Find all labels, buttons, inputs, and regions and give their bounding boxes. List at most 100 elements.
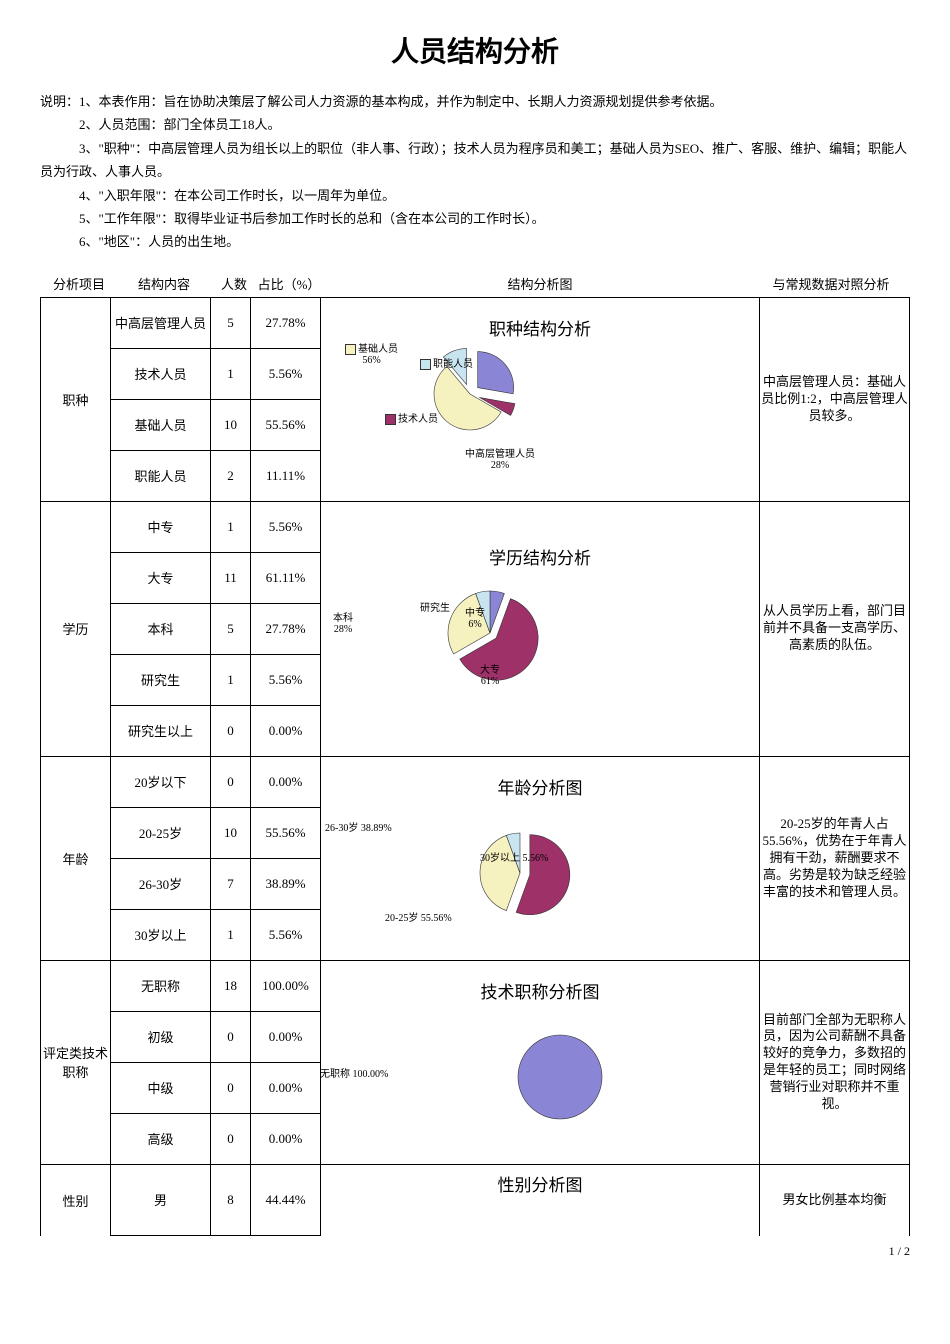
chart-label: 中专6% bbox=[465, 608, 485, 630]
count-cell: 5 bbox=[211, 297, 251, 348]
item-cell: 30岁以上 bbox=[111, 909, 211, 960]
percent-cell: 0.00% bbox=[251, 1062, 321, 1113]
pie-slice bbox=[478, 351, 514, 393]
desc-line: 4、"入职年限"：在本公司工作时长，以一周年为单位。 bbox=[40, 184, 910, 207]
count-cell: 0 bbox=[211, 1062, 251, 1113]
chart-label: 研究生 bbox=[420, 603, 450, 614]
percent-cell: 0.00% bbox=[251, 756, 321, 807]
count-cell: 1 bbox=[211, 909, 251, 960]
note-cell: 中高层管理人员：基础人员比例1:2，中高层管理人员较多。 bbox=[760, 297, 910, 501]
item-cell: 研究生以上 bbox=[111, 705, 211, 756]
item-cell: 大专 bbox=[111, 552, 211, 603]
item-cell: 男 bbox=[111, 1164, 211, 1236]
percent-cell: 55.56% bbox=[251, 399, 321, 450]
item-cell: 中专 bbox=[111, 501, 211, 552]
percent-cell: 55.56% bbox=[251, 807, 321, 858]
category-cell: 学历 bbox=[41, 501, 111, 756]
count-cell: 8 bbox=[211, 1164, 251, 1236]
chart-title: 性别分析图 bbox=[325, 1171, 755, 1196]
col-header: 结构内容 bbox=[114, 274, 214, 293]
pie-slice bbox=[516, 834, 570, 914]
col-header: 人数 bbox=[214, 274, 254, 293]
item-cell: 中级 bbox=[111, 1062, 211, 1113]
page-title: 人员结构分析 bbox=[40, 30, 910, 70]
percent-cell: 0.00% bbox=[251, 1011, 321, 1062]
chart-title: 年龄分析图 bbox=[325, 774, 755, 799]
item-cell: 职能人员 bbox=[111, 450, 211, 501]
col-header: 占比（%） bbox=[254, 274, 324, 293]
chart-label: 技术人员 bbox=[385, 414, 438, 425]
col-header: 结构分析图 bbox=[324, 274, 756, 293]
percent-cell: 27.78% bbox=[251, 603, 321, 654]
count-cell: 0 bbox=[211, 756, 251, 807]
item-cell: 20-25岁 bbox=[111, 807, 211, 858]
item-cell: 26-30岁 bbox=[111, 858, 211, 909]
note-cell: 男女比例基本均衡 bbox=[760, 1164, 910, 1236]
count-cell: 11 bbox=[211, 552, 251, 603]
desc-line: 5、"工作年限"：取得毕业证书后参加工作时长的总和（含在本公司的工作时长）。 bbox=[40, 207, 910, 230]
col-header: 分析项目 bbox=[44, 274, 114, 293]
count-cell: 1 bbox=[211, 501, 251, 552]
table-header-row: 分析项目 结构内容 人数 占比（%） 结构分析图 与常规数据对照分析 bbox=[40, 274, 910, 293]
pie-chart bbox=[410, 573, 670, 713]
chart-title: 技术职称分析图 bbox=[325, 978, 755, 1003]
percent-cell: 0.00% bbox=[251, 1113, 321, 1164]
item-cell: 研究生 bbox=[111, 654, 211, 705]
pie-chart bbox=[410, 1007, 670, 1147]
chart-title: 学历结构分析 bbox=[325, 544, 755, 569]
chart-label: 无职称 100.00% bbox=[320, 1069, 388, 1080]
item-cell: 高级 bbox=[111, 1113, 211, 1164]
item-cell: 本科 bbox=[111, 603, 211, 654]
item-cell: 技术人员 bbox=[111, 348, 211, 399]
note-cell: 目前部门全部为无职称人员，因为公司薪酬不具备较好的竞争力，多数招的是年轻的员工；… bbox=[760, 960, 910, 1164]
item-cell: 无职称 bbox=[111, 960, 211, 1011]
chart-label: 中高层管理人员28% bbox=[465, 449, 535, 471]
percent-cell: 11.11% bbox=[251, 450, 321, 501]
chart-label: 30岁以上 5.56% bbox=[480, 853, 548, 864]
percent-cell: 5.56% bbox=[251, 654, 321, 705]
percent-cell: 44.44% bbox=[251, 1164, 321, 1236]
count-cell: 7 bbox=[211, 858, 251, 909]
chart-label: 20-25岁 55.56% bbox=[385, 913, 452, 924]
col-header: 与常规数据对照分析 bbox=[756, 274, 906, 293]
table-row: 学历中专15.56%学历结构分析中专6%大专61%本科28%研究生从人员学历上看… bbox=[41, 501, 910, 552]
count-cell: 0 bbox=[211, 1011, 251, 1062]
table-row: 性别男844.44%性别分析图男女比例基本均衡 bbox=[41, 1164, 910, 1236]
count-cell: 0 bbox=[211, 705, 251, 756]
pie-chart bbox=[410, 1200, 670, 1230]
table-row: 年龄20岁以下00.00%年龄分析图20-25岁 55.56%26-30岁 38… bbox=[41, 756, 910, 807]
percent-cell: 5.56% bbox=[251, 501, 321, 552]
page-number: 1 / 2 bbox=[40, 1244, 910, 1259]
desc-line: 2、人员范围：部门全体员工18人。 bbox=[40, 113, 910, 136]
description-block: 说明：1、本表作用：旨在协助决策层了解公司人力资源的基本构成，并作为制定中、长期… bbox=[40, 90, 910, 254]
count-cell: 5 bbox=[211, 603, 251, 654]
note-cell: 从人员学历上看，部门目前并不具备一支高学历、高素质的队伍。 bbox=[760, 501, 910, 756]
category-cell: 评定类技术职称 bbox=[41, 960, 111, 1164]
chart-cell: 性别分析图 bbox=[321, 1164, 760, 1236]
chart-label: 26-30岁 38.89% bbox=[325, 823, 392, 834]
chart-label: 基础人员56% bbox=[345, 344, 398, 366]
chart-label: 本科28% bbox=[333, 613, 353, 635]
category-cell: 性别 bbox=[41, 1164, 111, 1236]
percent-cell: 5.56% bbox=[251, 909, 321, 960]
desc-line: 6、"地区"：人员的出生地。 bbox=[40, 230, 910, 253]
count-cell: 10 bbox=[211, 807, 251, 858]
analysis-table: 职种中高层管理人员527.78%职种结构分析中高层管理人员28%技术人员基础人员… bbox=[40, 297, 910, 1237]
percent-cell: 0.00% bbox=[251, 705, 321, 756]
percent-cell: 27.78% bbox=[251, 297, 321, 348]
chart-cell: 技术职称分析图无职称 100.00% bbox=[321, 960, 760, 1164]
percent-cell: 5.56% bbox=[251, 348, 321, 399]
count-cell: 1 bbox=[211, 654, 251, 705]
chart-cell: 学历结构分析中专6%大专61%本科28%研究生 bbox=[321, 501, 760, 756]
category-cell: 年龄 bbox=[41, 756, 111, 960]
category-cell: 职种 bbox=[41, 297, 111, 501]
item-cell: 20岁以下 bbox=[111, 756, 211, 807]
count-cell: 2 bbox=[211, 450, 251, 501]
count-cell: 10 bbox=[211, 399, 251, 450]
percent-cell: 38.89% bbox=[251, 858, 321, 909]
item-cell: 中高层管理人员 bbox=[111, 297, 211, 348]
count-cell: 1 bbox=[211, 348, 251, 399]
percent-cell: 100.00% bbox=[251, 960, 321, 1011]
pie-slice bbox=[518, 1035, 602, 1119]
item-cell: 初级 bbox=[111, 1011, 211, 1062]
